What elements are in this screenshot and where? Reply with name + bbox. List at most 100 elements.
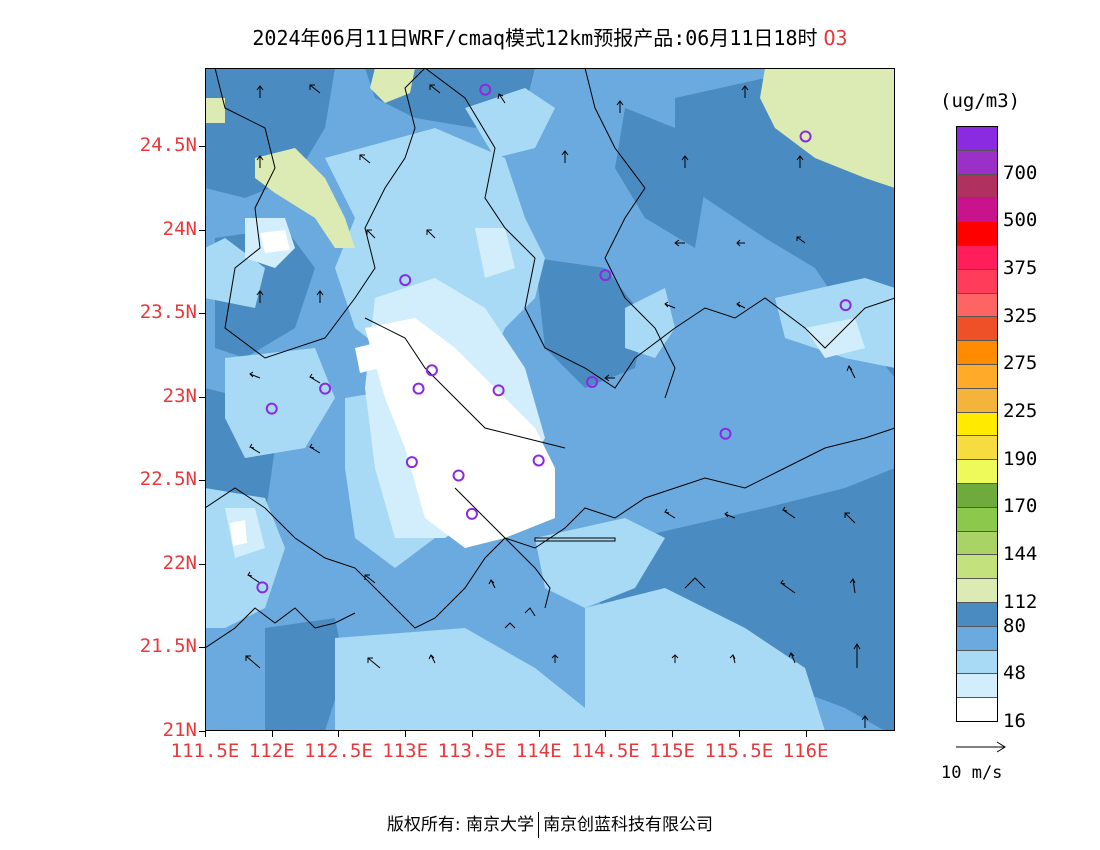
latitude-tick-mark (199, 563, 205, 565)
colorbar-segment (957, 150, 997, 175)
longitude-tick-label: 113E (382, 740, 429, 762)
colorbar-segment (957, 341, 997, 365)
contour-layer-80-112 (205, 68, 895, 248)
colorbar-segment (957, 412, 997, 437)
colorbar (956, 126, 998, 722)
longitude-tick-mark (538, 731, 540, 737)
station-marker (452, 469, 465, 482)
latitude-tick-mark (199, 313, 205, 315)
colorbar-tick-label: 144 (1003, 543, 1038, 566)
colorbar-segment (957, 555, 997, 580)
colorbar-tick-label: 16 (1003, 710, 1026, 732)
title-text: 2024年06月11日WRF/cmaq模式12km预报产品:06月11日18时 (252, 26, 818, 50)
colorbar-tick-label: 48 (1003, 662, 1026, 685)
colorbar-unit: (ug/m3) (940, 90, 1021, 112)
longitude-tick-label: 115E (649, 740, 695, 762)
monitoring-stations (256, 83, 852, 594)
colorbar-segment (957, 436, 997, 461)
colorbar-segment (957, 602, 997, 627)
longitude-tick-mark (205, 731, 206, 737)
longitude-tick-mark (405, 731, 407, 737)
latitude-tick-label: 21N (162, 719, 197, 741)
colorbar-segment (957, 293, 997, 318)
longitude-tick-label: 114E (515, 740, 562, 762)
wind-reference-label: 10 m/s (941, 763, 1003, 783)
station-marker (532, 454, 545, 467)
longitude-tick-label: 112.5E (304, 740, 373, 762)
colorbar-segment (957, 650, 997, 675)
latitude-tick-label: 21.5N (139, 635, 197, 658)
latitude-tick-mark (199, 731, 205, 732)
longitude-tick-mark (672, 731, 674, 737)
contour-layer-0 (230, 230, 555, 548)
colorbar-segment (957, 222, 997, 246)
longitude-tick-mark (471, 731, 473, 737)
latitude-tick-label: 23.5N (139, 301, 197, 324)
station-marker (465, 507, 478, 520)
latitude-tick-mark (199, 396, 205, 398)
longitude-tick-label: 116E (782, 740, 829, 762)
colorbar-segment (957, 198, 997, 223)
latitude-tick-label: 23N (162, 384, 197, 407)
colorbar-tick-label: 325 (1003, 304, 1038, 327)
colorbar-segment (957, 364, 997, 389)
pollutant-species: O3 (823, 26, 848, 50)
longitude-tick-label: 113.5E (437, 740, 507, 762)
latitude-tick-label: 24.5N (139, 134, 197, 157)
latitude-tick-mark (199, 229, 205, 231)
latitude-tick-label: 22N (162, 551, 197, 574)
colorbar-tick-label: 375 (1003, 257, 1038, 280)
colorbar-tick-label: 275 (1003, 352, 1038, 375)
station-marker (425, 364, 438, 377)
copyright-right: 南京创蓝科技有限公司 (543, 815, 714, 835)
station-marker (256, 581, 269, 594)
copyright-left: 版权所有: 南京大学 (386, 815, 535, 835)
colorbar-segment (957, 388, 997, 413)
latitude-tick-mark (199, 146, 205, 148)
colorbar-tick-label: 170 (1003, 495, 1038, 518)
latitude-tick-mark (199, 480, 205, 482)
copyright-footer: 版权所有: 南京大学 南京创蓝科技有限公司 (0, 810, 1100, 838)
colorbar-segment (957, 269, 997, 294)
station-marker (719, 427, 732, 440)
colorbar-tick-label: 225 (1003, 400, 1038, 423)
colorbar-segment (957, 507, 997, 532)
colorbar-segment (957, 460, 997, 484)
map-frame (205, 68, 895, 731)
wind-vectors (245, 84, 869, 728)
station-marker (399, 274, 412, 287)
colorbar-tick-label: 500 (1003, 209, 1038, 232)
colorbar-segment (957, 245, 997, 270)
station-marker (405, 456, 418, 469)
colorbar-segment (957, 531, 997, 556)
colorbar-segment (957, 579, 997, 603)
station-marker (799, 130, 812, 143)
colorbar-tick-label: 190 (1003, 447, 1038, 470)
latitude-tick-mark (199, 647, 205, 649)
station-marker (479, 83, 492, 96)
station-marker (839, 299, 852, 312)
longitude-tick-label: 112E (248, 740, 295, 762)
latitude-tick-label: 22.5N (139, 468, 197, 491)
colorbar-segment (957, 698, 997, 721)
colorbar-segment (957, 127, 997, 151)
colorbar-segment (957, 317, 997, 342)
station-marker (586, 375, 599, 388)
colorbar-segment (957, 174, 997, 199)
copyright-divider (538, 812, 540, 838)
longitude-tick-label: 111.5E (170, 740, 240, 762)
concentration-map-svg (205, 68, 895, 731)
station-marker (599, 269, 612, 282)
chart-title: 2024年06月11日WRF/cmaq模式12km预报产品:06月11日18时 O… (0, 22, 1100, 51)
colorbar-segment (957, 674, 997, 699)
longitude-tick-mark (605, 731, 607, 737)
colorbar-segment (957, 626, 997, 651)
forecast-map (205, 68, 895, 731)
colorbar-segment (957, 483, 997, 508)
longitude-tick-mark (271, 731, 273, 737)
longitude-tick-mark (805, 731, 807, 737)
colorbar-tick-label: 80 (1003, 614, 1026, 637)
longitude-tick-label: 114.5E (571, 740, 640, 762)
latitude-tick-label: 24N (162, 217, 197, 240)
colorbar-tick-label: 112 (1003, 590, 1038, 613)
